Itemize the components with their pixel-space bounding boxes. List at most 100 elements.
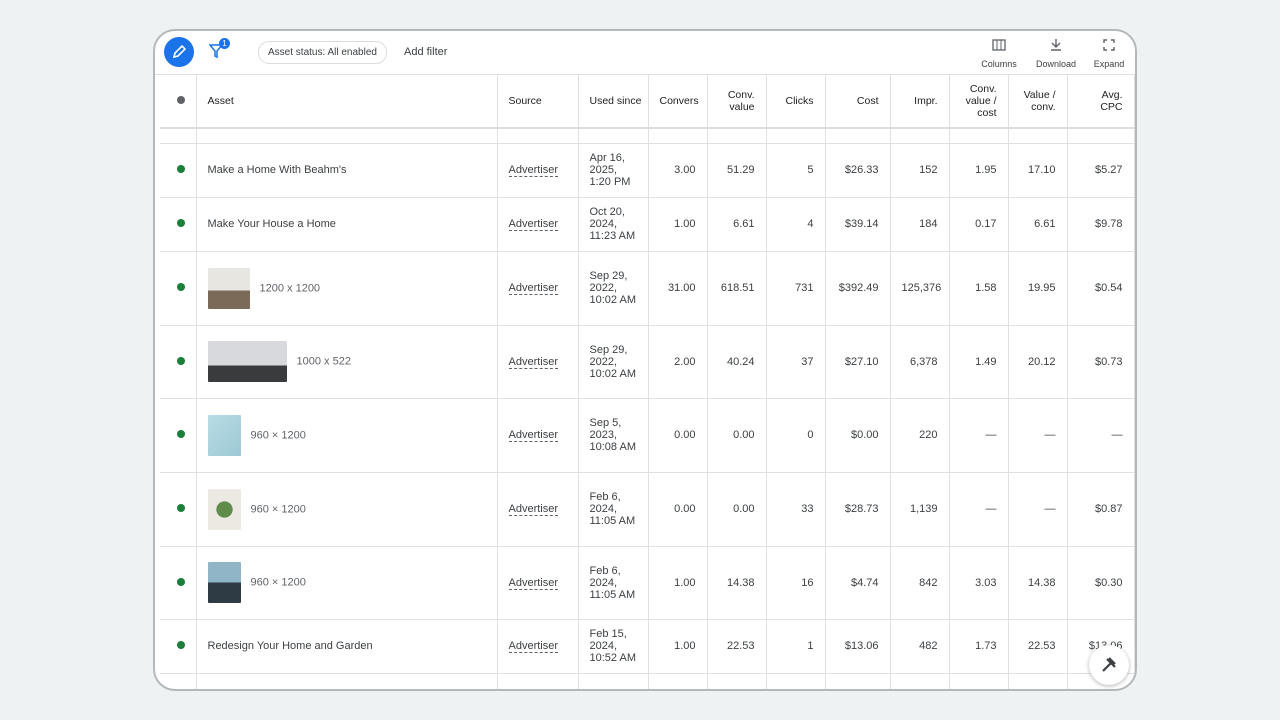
cell: 22.53 bbox=[1008, 619, 1068, 674]
metric-value: 2.00 bbox=[674, 355, 696, 368]
table-body: Make a Home With Beahm's Advertiser Apr 16… bbox=[160, 128, 1135, 689]
metric-value: 731 bbox=[795, 282, 814, 294]
status-dot bbox=[176, 504, 185, 512]
metric-value: $26.33 bbox=[844, 164, 879, 176]
cell bbox=[578, 673, 649, 689]
cell bbox=[890, 673, 950, 689]
cell bbox=[766, 673, 826, 689]
cell: 3.03 bbox=[949, 546, 1009, 620]
cell bbox=[949, 673, 1009, 689]
cell: Advertiser bbox=[497, 398, 579, 473]
cell: 0 bbox=[766, 398, 826, 473]
cell: 842 bbox=[890, 546, 950, 620]
cell: 6.61 bbox=[707, 197, 767, 252]
source-link[interactable]: Advertiser bbox=[508, 164, 559, 177]
metric-value: 6,378 bbox=[909, 355, 938, 368]
status-cell bbox=[160, 143, 197, 198]
download-button[interactable]: Download bbox=[1035, 59, 1077, 69]
column-header: Conv. value bbox=[707, 74, 767, 129]
used-since: Sep 5, 2023, 10:08 AM bbox=[589, 417, 636, 453]
metric-value: 0 bbox=[807, 429, 814, 441]
cell bbox=[707, 673, 767, 689]
cell: 1000 x 522 bbox=[196, 325, 498, 399]
metric-value: — bbox=[1044, 503, 1056, 515]
metric-value: — bbox=[1111, 429, 1123, 441]
cell: — bbox=[949, 398, 1009, 473]
table-row: 1000 x 522 Advertiser Sep 29, 2022, 10:02 … bbox=[160, 325, 1135, 399]
status-dot bbox=[176, 577, 185, 586]
cell: Feb 6, 2024, 11:05 AM bbox=[578, 472, 649, 547]
source-link[interactable]: Advertiser bbox=[508, 576, 559, 590]
cell: $0.73 bbox=[1067, 325, 1135, 399]
columns-button[interactable]: Columns bbox=[981, 59, 1017, 69]
toolbar: 1 Asset status: All enabled Add filter C… bbox=[155, 31, 1135, 75]
cell: Sep 29, 2022, 10:02 AM bbox=[578, 251, 649, 326]
cell: $28.73 bbox=[825, 472, 891, 547]
metric-value: 0.00 bbox=[674, 429, 696, 441]
cell: 1 bbox=[766, 619, 826, 674]
used-since: Feb 6, 2024, 11:05 AM bbox=[589, 564, 636, 601]
metric-value: $0.00 bbox=[850, 429, 879, 441]
metric-value: 482 bbox=[919, 640, 938, 652]
header-row: Asset Source Used since Convers Conv. value C… bbox=[160, 74, 1135, 129]
cell: 618.51 bbox=[707, 251, 767, 326]
tools-button[interactable] bbox=[1089, 645, 1129, 685]
cell: 14.38 bbox=[707, 546, 767, 620]
status-dot bbox=[176, 219, 185, 227]
source-link[interactable]: Advertiser bbox=[508, 429, 559, 442]
used-since: Oct 20, 2024, 11:23 AM bbox=[589, 206, 636, 242]
table-row: 960 × 1200 Advertiser Feb 6, 2024, 11:05 A… bbox=[160, 546, 1135, 620]
edit-button[interactable] bbox=[164, 37, 194, 67]
asset-name: 1200 x 1200 bbox=[259, 282, 321, 294]
metric-value: $0.30 bbox=[1094, 576, 1123, 589]
asset-thumbnail bbox=[207, 562, 241, 603]
status-cell bbox=[160, 398, 197, 473]
column-header: Value / conv. bbox=[1008, 74, 1068, 129]
status-chip[interactable]: Asset status: All enabled bbox=[258, 41, 387, 64]
asset-name: Make a Home With Beahm's bbox=[207, 164, 347, 177]
asset-name: Redesign Your Home and Garden bbox=[207, 640, 373, 653]
cell: Advertiser bbox=[497, 197, 579, 252]
metric-value: $27.10 bbox=[844, 355, 879, 368]
cell: $26.33 bbox=[825, 143, 891, 198]
cell bbox=[648, 673, 708, 689]
add-filter[interactable]: Add filter bbox=[404, 46, 448, 58]
status-header bbox=[160, 74, 197, 129]
asset-table: Asset Source Used since Convers Conv. value C… bbox=[160, 74, 1135, 689]
status-cell bbox=[160, 325, 197, 399]
cell: Feb 6, 2024, 11:05 AM bbox=[578, 546, 649, 620]
source-link[interactable]: Advertiser bbox=[508, 640, 559, 653]
metric-value: 22.53 bbox=[726, 640, 755, 652]
cell: 37 bbox=[766, 325, 826, 399]
metric-value: 220 bbox=[919, 429, 938, 441]
source-link[interactable]: Advertiser bbox=[508, 503, 559, 516]
column-header: Asset bbox=[196, 74, 498, 129]
cell: Apr 16, 2025, 1:20 PM bbox=[578, 143, 649, 198]
source-link[interactable]: Advertiser bbox=[508, 355, 559, 369]
cell bbox=[196, 673, 498, 689]
column-header: Cost bbox=[825, 74, 891, 129]
metric-value: — bbox=[985, 429, 997, 441]
cell bbox=[1008, 673, 1068, 689]
column-header: Convers bbox=[648, 74, 708, 129]
cell bbox=[497, 673, 579, 689]
source-link[interactable]: Advertiser bbox=[508, 218, 559, 231]
cell: 6.61 bbox=[1008, 197, 1068, 252]
metric-value: $28.73 bbox=[844, 503, 879, 515]
cell: 14.38 bbox=[1008, 546, 1068, 620]
metric-value: 37 bbox=[801, 355, 814, 368]
metric-value: $13.06 bbox=[844, 640, 879, 652]
cell: 33 bbox=[766, 472, 826, 547]
metric-value: 17.10 bbox=[1027, 164, 1056, 176]
cell: 960 × 1200 bbox=[196, 398, 498, 473]
source-link[interactable]: Advertiser bbox=[508, 282, 559, 295]
cell: Sep 29, 2022, 10:02 AM bbox=[578, 325, 649, 399]
cell: 960 × 1200 bbox=[196, 472, 498, 547]
asset-name: 1000 x 522 bbox=[296, 355, 351, 368]
metric-value: 152 bbox=[919, 164, 938, 176]
status-dot bbox=[176, 356, 185, 365]
expand-button[interactable]: Expand bbox=[1093, 59, 1125, 69]
cell: 1.95 bbox=[949, 143, 1009, 198]
cell: 1.58 bbox=[949, 251, 1009, 326]
